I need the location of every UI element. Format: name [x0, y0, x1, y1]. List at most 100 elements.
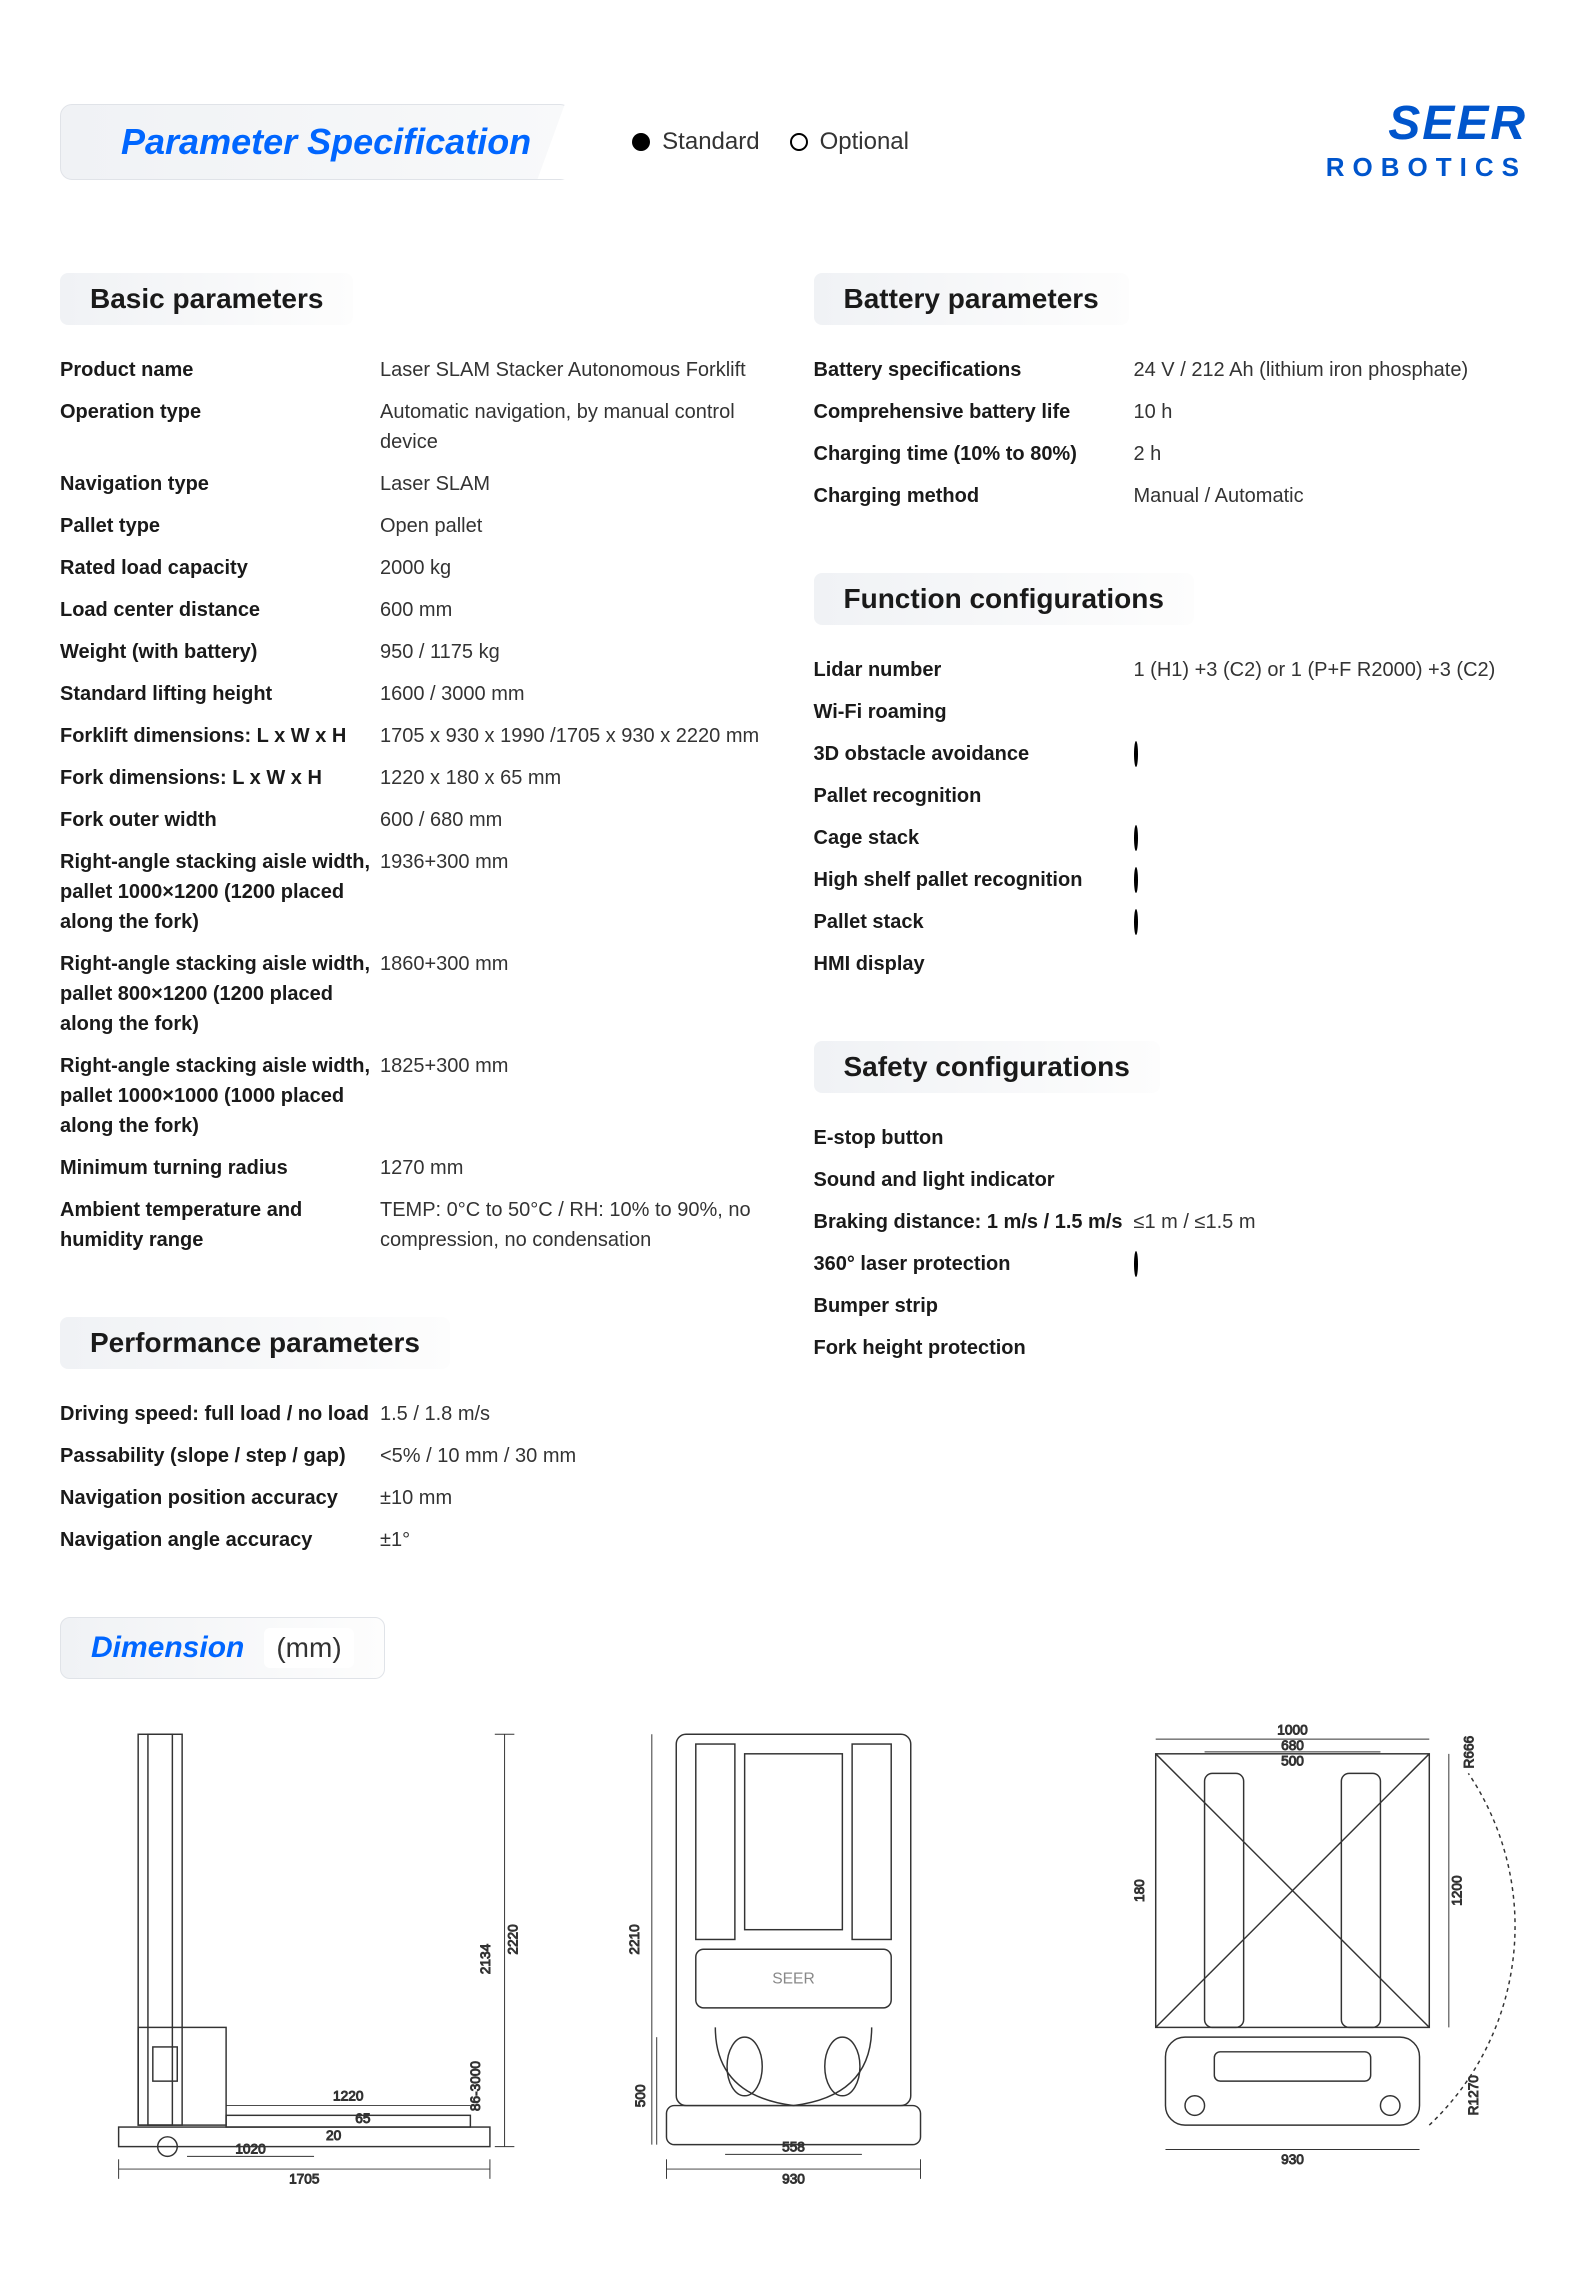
- param-row: Pallet typeOpen pallet: [60, 511, 774, 541]
- param-label: Passability (slope / step / gap): [60, 1441, 380, 1471]
- param-label: Load center distance: [60, 595, 380, 625]
- param-label: Comprehensive battery life: [814, 397, 1134, 427]
- param-label: Bumper strip: [814, 1291, 1134, 1321]
- param-label: Right-angle stacking aisle width, pallet…: [60, 1051, 380, 1141]
- param-row: Ambient temperature and humidity rangeTE…: [60, 1195, 774, 1255]
- dim-2134: 2134: [478, 1943, 493, 1974]
- left-column: Basic parameters Product nameLaser SLAM …: [60, 253, 774, 1567]
- param-label: Rated load capacity: [60, 553, 380, 583]
- param-row: Charging methodManual / Automatic: [814, 481, 1528, 511]
- param-value: [1134, 1291, 1528, 1321]
- param-row: Navigation position accuracy±10 mm: [60, 1483, 774, 1513]
- param-label: Forklift dimensions: L x W x H: [60, 721, 380, 751]
- param-value: ±1°: [380, 1525, 774, 1555]
- param-value: Laser SLAM: [380, 469, 774, 499]
- diagrams-row: 1705 1220 1020 2220 2134 86-3000 65 20: [60, 1709, 1527, 2209]
- param-row: Rated load capacity2000 kg: [60, 553, 774, 583]
- param-value: 600 mm: [380, 595, 774, 625]
- param-row: Sound and light indicator: [814, 1165, 1528, 1195]
- section-performance: Performance parameters: [60, 1317, 450, 1369]
- param-value: 600 / 680 mm: [380, 805, 774, 835]
- param-value: 1600 / 3000 mm: [380, 679, 774, 709]
- param-label: Weight (with battery): [60, 637, 380, 667]
- param-row: 360° laser protection: [814, 1249, 1528, 1279]
- diagram-side: 1705 1220 1020 2220 2134 86-3000 65 20: [60, 1709, 529, 2209]
- section-function: Function configurations: [814, 573, 1194, 625]
- param-label: Navigation angle accuracy: [60, 1525, 380, 1555]
- param-row: Lidar number1 (H1) +3 (C2) or 1 (P+F R20…: [814, 655, 1528, 685]
- dim-680: 680: [1281, 1738, 1304, 1753]
- param-label: Navigation position accuracy: [60, 1483, 380, 1513]
- dim-86-3000: 86-3000: [468, 2061, 483, 2112]
- empty-dot-icon: [790, 133, 808, 151]
- param-label: Battery specifications: [814, 355, 1134, 385]
- dim-1200: 1200: [1450, 1875, 1465, 1906]
- param-value: 1.5 / 1.8 m/s: [380, 1399, 774, 1429]
- param-label: Minimum turning radius: [60, 1153, 380, 1183]
- param-row: Cage stack: [814, 823, 1528, 853]
- param-value: 950 / 1175 kg: [380, 637, 774, 667]
- dimension-title: Dimension: [91, 1631, 244, 1665]
- logo-text-bottom: ROBOTICS: [1326, 152, 1527, 183]
- legend-optional: Optional: [790, 128, 909, 156]
- title-pill: Parameter Specification: [60, 104, 572, 180]
- battery-list: Battery specifications24 V / 212 Ah (lit…: [814, 355, 1528, 511]
- param-value: Laser SLAM Stacker Autonomous Forklift: [380, 355, 774, 385]
- empty-dot-icon: [1134, 909, 1138, 935]
- empty-dot-icon: [1134, 867, 1138, 893]
- legend-standard: Standard: [632, 128, 759, 156]
- param-value: <5% / 10 mm / 30 mm: [380, 1441, 774, 1471]
- svg-text:SEER: SEER: [772, 1970, 815, 1987]
- param-row: Load center distance600 mm: [60, 595, 774, 625]
- param-label: E-stop button: [814, 1123, 1134, 1153]
- diagram-front: SEER 930 558 2210 500: [559, 1709, 1028, 2209]
- param-value: ±10 mm: [380, 1483, 774, 1513]
- param-row: Product nameLaser SLAM Stacker Autonomou…: [60, 355, 774, 385]
- legend-optional-label: Optional: [820, 128, 909, 156]
- page-title: Parameter Specification: [121, 121, 531, 162]
- basic-list: Product nameLaser SLAM Stacker Autonomou…: [60, 355, 774, 1255]
- param-row: Fork outer width600 / 680 mm: [60, 805, 774, 835]
- param-row: Driving speed: full load / no load1.5 / …: [60, 1399, 774, 1429]
- performance-list: Driving speed: full load / no load1.5 / …: [60, 1399, 774, 1555]
- param-value: [1134, 1123, 1528, 1153]
- param-value: 1270 mm: [380, 1153, 774, 1183]
- param-row: 3D obstacle avoidance: [814, 739, 1528, 769]
- param-value: 2000 kg: [380, 553, 774, 583]
- param-label: Wi-Fi roaming: [814, 697, 1134, 727]
- section-battery: Battery parameters: [814, 273, 1129, 325]
- dim-500top: 500: [1281, 1754, 1304, 1769]
- param-value: [1134, 865, 1528, 895]
- param-row: Operation typeAutomatic navigation, by m…: [60, 397, 774, 457]
- param-label: Fork dimensions: L x W x H: [60, 763, 380, 793]
- param-row: High shelf pallet recognition: [814, 865, 1528, 895]
- param-value: [1134, 907, 1528, 937]
- param-label: Pallet stack: [814, 907, 1134, 937]
- param-row: Fork height protection: [814, 1333, 1528, 1363]
- dim-1000: 1000: [1277, 1722, 1308, 1737]
- dim-180: 180: [1132, 1879, 1147, 1902]
- param-label: 360° laser protection: [814, 1249, 1134, 1279]
- param-label: Ambient temperature and humidity range: [60, 1195, 380, 1255]
- param-label: Lidar number: [814, 655, 1134, 685]
- logo-text-top: SEER: [1326, 100, 1527, 148]
- param-row: Navigation typeLaser SLAM: [60, 469, 774, 499]
- dim-1705: 1705: [289, 2172, 320, 2187]
- param-row: Standard lifting height1600 / 3000 mm: [60, 679, 774, 709]
- diagram-top: 1000 680 500 1200 180 930 R1270 R666: [1058, 1709, 1527, 2209]
- param-row: Charging time (10% to 80%)2 h: [814, 439, 1528, 469]
- param-value: 24 V / 212 Ah (lithium iron phosphate): [1134, 355, 1528, 385]
- legend: Standard Optional: [632, 128, 909, 156]
- dim-r1270: R1270: [1466, 2075, 1481, 2116]
- param-row: HMI display: [814, 949, 1528, 979]
- empty-dot-icon: [1134, 825, 1138, 851]
- right-column: Battery parameters Battery specification…: [814, 253, 1528, 1567]
- dimension-pill: Dimension (mm): [60, 1617, 385, 1679]
- param-label: Fork height protection: [814, 1333, 1134, 1363]
- param-value: [1134, 781, 1528, 811]
- param-value: [1134, 949, 1528, 979]
- dim-2210: 2210: [627, 1924, 642, 1955]
- dimension-unit: (mm): [264, 1628, 353, 1668]
- param-row: Minimum turning radius1270 mm: [60, 1153, 774, 1183]
- param-value: [1134, 697, 1528, 727]
